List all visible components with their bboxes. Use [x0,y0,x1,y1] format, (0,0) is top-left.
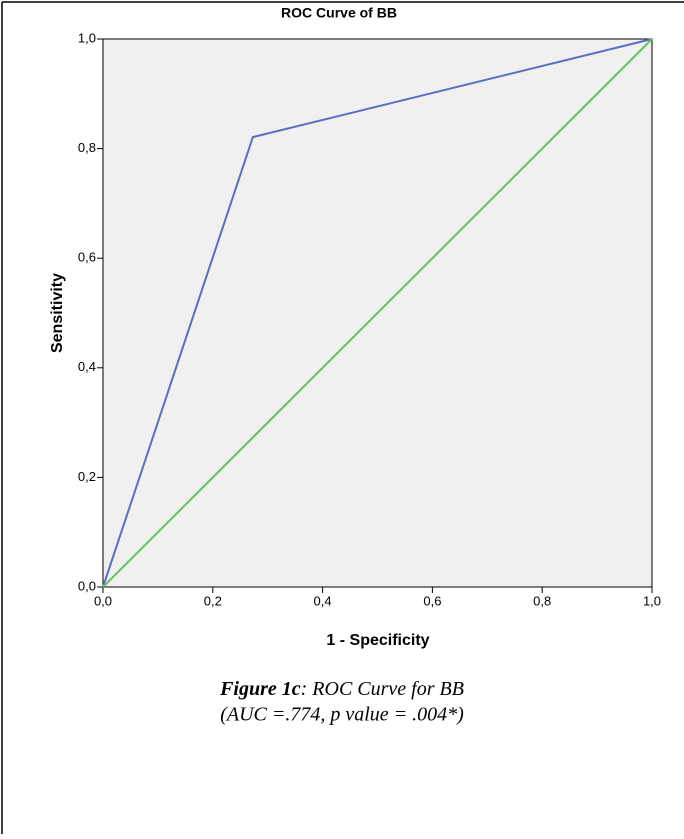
roc-line [102,38,653,588]
y-tick-label: 0,0 [78,578,96,593]
caption-note: (AUC =.774, p value = .004*) [220,704,464,726]
x-tick-label: 0,2 [204,593,222,608]
y-tick-label: 0,6 [78,250,96,265]
caption-text: : ROC Curve for BB [301,678,464,700]
x-tick-label: 0,6 [423,593,441,608]
y-tick-label: 0,8 [78,140,96,155]
roc-line [102,38,653,588]
y-tick-label: 0,2 [78,469,96,484]
x-tick-label: 0,0 [94,593,112,608]
y-tick-label: 1,0 [78,30,96,45]
chart: ROC Curve of BB Sensitivity 1 - Specific… [49,5,429,650]
caption-label: Figure 1c [219,678,301,700]
caption: Figure 1c: ROC Curve for BB [219,678,464,700]
y-tick-label: 0,4 [78,359,96,374]
chart-title: ROC Curve of BB [281,5,397,21]
x-axis-label: 1 - Specificity [326,632,429,649]
x-tick-label: 0,8 [533,593,551,608]
y-axis-label: Sensitivity [49,273,66,353]
x-tick-label: 0,4 [314,593,332,608]
x-tick-label: 1,0 [643,593,661,608]
